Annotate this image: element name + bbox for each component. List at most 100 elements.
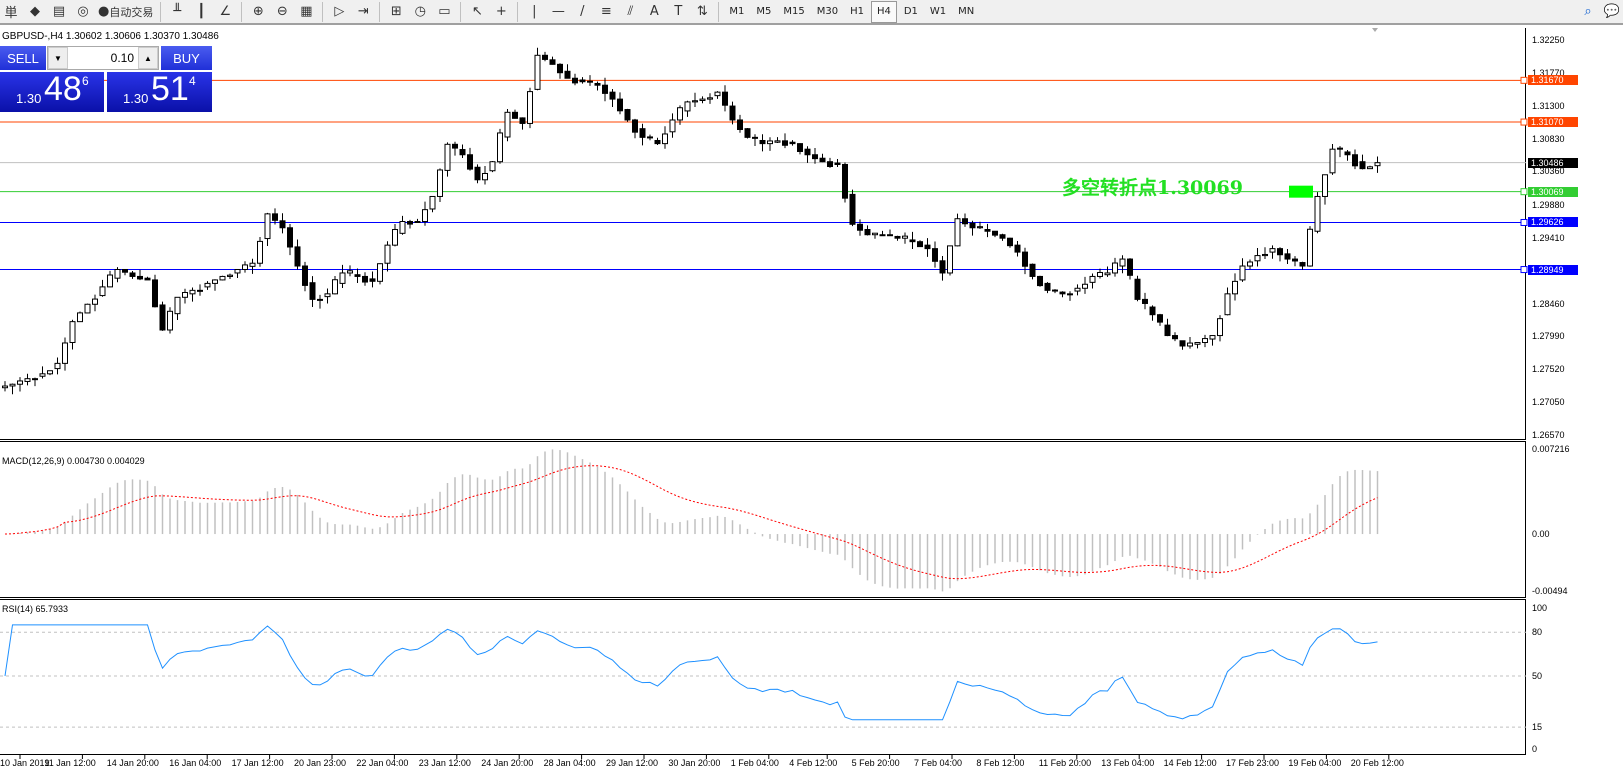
bar-chart-icon: ╨ <box>173 4 182 19</box>
zoom-out-button[interactable]: ⊖ <box>271 1 293 23</box>
candle <box>707 97 713 100</box>
time-tick: 14 Jan 20:00 <box>106 758 159 768</box>
fibonacci-icon: ≡ <box>600 4 612 19</box>
templates-button[interactable]: ▭ <box>433 1 455 23</box>
signals-button[interactable]: ◎ <box>72 1 94 23</box>
navigator-button[interactable]: ▤ <box>48 1 70 23</box>
candle <box>459 149 466 156</box>
time-tick: 29 Jan 12:00 <box>606 758 659 768</box>
sell-price[interactable]: 1.30 48 6 <box>0 70 104 112</box>
candle <box>512 111 518 119</box>
toolbar-separator <box>379 1 381 22</box>
candle <box>722 91 728 106</box>
chart-window[interactable] <box>0 28 1526 755</box>
lot-size-stepper[interactable]: ▼ 0.10 ▲ <box>47 46 159 70</box>
candle <box>632 119 638 133</box>
price-tick: 1.26570 <box>1532 430 1565 440</box>
candle <box>527 91 533 124</box>
trendline-icon: / <box>580 4 585 19</box>
candle <box>47 370 53 375</box>
tile-windows-button[interactable]: ▦ <box>295 1 317 23</box>
search-button[interactable]: ⌕ <box>1577 1 1599 23</box>
trendline-button[interactable]: / <box>571 1 593 23</box>
candle <box>1277 248 1283 256</box>
price-pips: 51 <box>151 70 189 108</box>
arrows-button[interactable]: ⇅ <box>691 1 713 23</box>
candle <box>452 143 458 149</box>
price-tag[interactable]: 1.29626 <box>1528 217 1578 228</box>
timeframe-h4[interactable]: H4 <box>870 0 897 23</box>
buy-price[interactable]: 1.30 51 4 <box>107 70 212 112</box>
horizontal-line-button[interactable]: — <box>547 1 569 23</box>
candlestick-button[interactable]: ┃ <box>190 1 212 23</box>
indicators-button[interactable]: ⊞ <box>385 1 407 23</box>
new-order-icon: 単 <box>4 6 18 21</box>
candle <box>692 100 698 103</box>
periods-icon: ◷ <box>414 4 427 19</box>
time-tick: 8 Feb 12:00 <box>976 758 1025 768</box>
candle <box>767 140 773 145</box>
price-tag[interactable]: 1.31670 <box>1528 75 1578 86</box>
candle <box>32 378 38 381</box>
bar-chart-button[interactable]: ╨ <box>166 1 188 23</box>
chart-shift-button[interactable]: ⇥ <box>352 1 374 23</box>
candle <box>984 229 991 232</box>
candle <box>384 244 391 264</box>
timeframe-m1[interactable]: M1 <box>729 6 745 17</box>
zoom-in-button[interactable]: ⊕ <box>247 1 269 23</box>
fibonacci-button[interactable]: ≡ <box>595 1 617 23</box>
candle <box>1367 166 1373 170</box>
timeframe-m5[interactable]: M5 <box>756 6 772 17</box>
candle <box>377 263 383 282</box>
decrease-lot-button[interactable]: ▼ <box>48 47 68 69</box>
price-tick: 1.27990 <box>1532 331 1565 342</box>
candle <box>699 98 706 102</box>
panel-divider[interactable] <box>0 597 1526 600</box>
text-button[interactable]: A <box>643 1 665 23</box>
candle <box>107 274 113 288</box>
candle <box>174 296 181 315</box>
price-tag[interactable]: 1.30486 <box>1528 157 1578 168</box>
price-tag[interactable]: 1.31070 <box>1528 117 1578 128</box>
buy-button[interactable]: BUY <box>161 46 212 70</box>
autoscroll-button[interactable]: ▷ <box>328 1 350 23</box>
candle <box>317 298 323 301</box>
candle <box>69 321 76 344</box>
timeframe-w1[interactable]: W1 <box>929 6 947 17</box>
timeframe-m30[interactable]: M30 <box>816 6 839 17</box>
new-order-button[interactable]: 単 <box>0 1 22 23</box>
crosshair-button[interactable]: + <box>490 1 512 23</box>
price-tick: 1.29880 <box>1532 199 1565 210</box>
price-prefix: 1.30 <box>16 91 42 106</box>
line-handle <box>1520 188 1528 196</box>
price-tag[interactable]: 1.30069 <box>1528 186 1578 197</box>
candle <box>1089 275 1096 283</box>
time-tick: 11 Jan 12:00 <box>44 758 96 768</box>
text-label-button[interactable]: T <box>667 1 689 23</box>
candle <box>482 172 488 181</box>
timeframe-h1[interactable]: H1 <box>850 6 864 17</box>
line-chart-button[interactable]: ∠ <box>214 1 236 23</box>
auto-trading-button[interactable]: ● 自动交易 <box>96 1 155 23</box>
vertical-line-button[interactable]: | <box>523 1 545 23</box>
candle <box>1239 265 1246 281</box>
auto-trading-icon: ● <box>98 4 110 19</box>
rsi-line <box>4 624 1378 721</box>
candle <box>1307 228 1313 267</box>
cursor-button[interactable]: ↖ <box>466 1 488 23</box>
chart-shift-icon: ⇥ <box>357 4 369 19</box>
lot-size-input[interactable]: 0.10 <box>110 51 134 65</box>
timeframe-mn[interactable]: MN <box>958 6 975 17</box>
equidistant-channel-button[interactable]: ⫽ <box>619 1 641 23</box>
timeframe-d1[interactable]: D1 <box>903 6 918 17</box>
sell-button[interactable]: SELL <box>0 46 46 70</box>
price-tag[interactable]: 1.28949 <box>1528 264 1578 275</box>
panel-divider[interactable] <box>0 439 1526 442</box>
market-watch-button[interactable]: ◆ <box>24 1 46 23</box>
timeframe-m15[interactable]: M15 <box>783 6 805 17</box>
time-tick: 10 Jan 2019 <box>0 758 50 768</box>
periods-button[interactable]: ◷ <box>409 1 431 23</box>
candle <box>129 272 136 277</box>
chat-button[interactable]: 💬 <box>1601 1 1623 23</box>
increase-lot-button[interactable]: ▲ <box>138 47 158 69</box>
